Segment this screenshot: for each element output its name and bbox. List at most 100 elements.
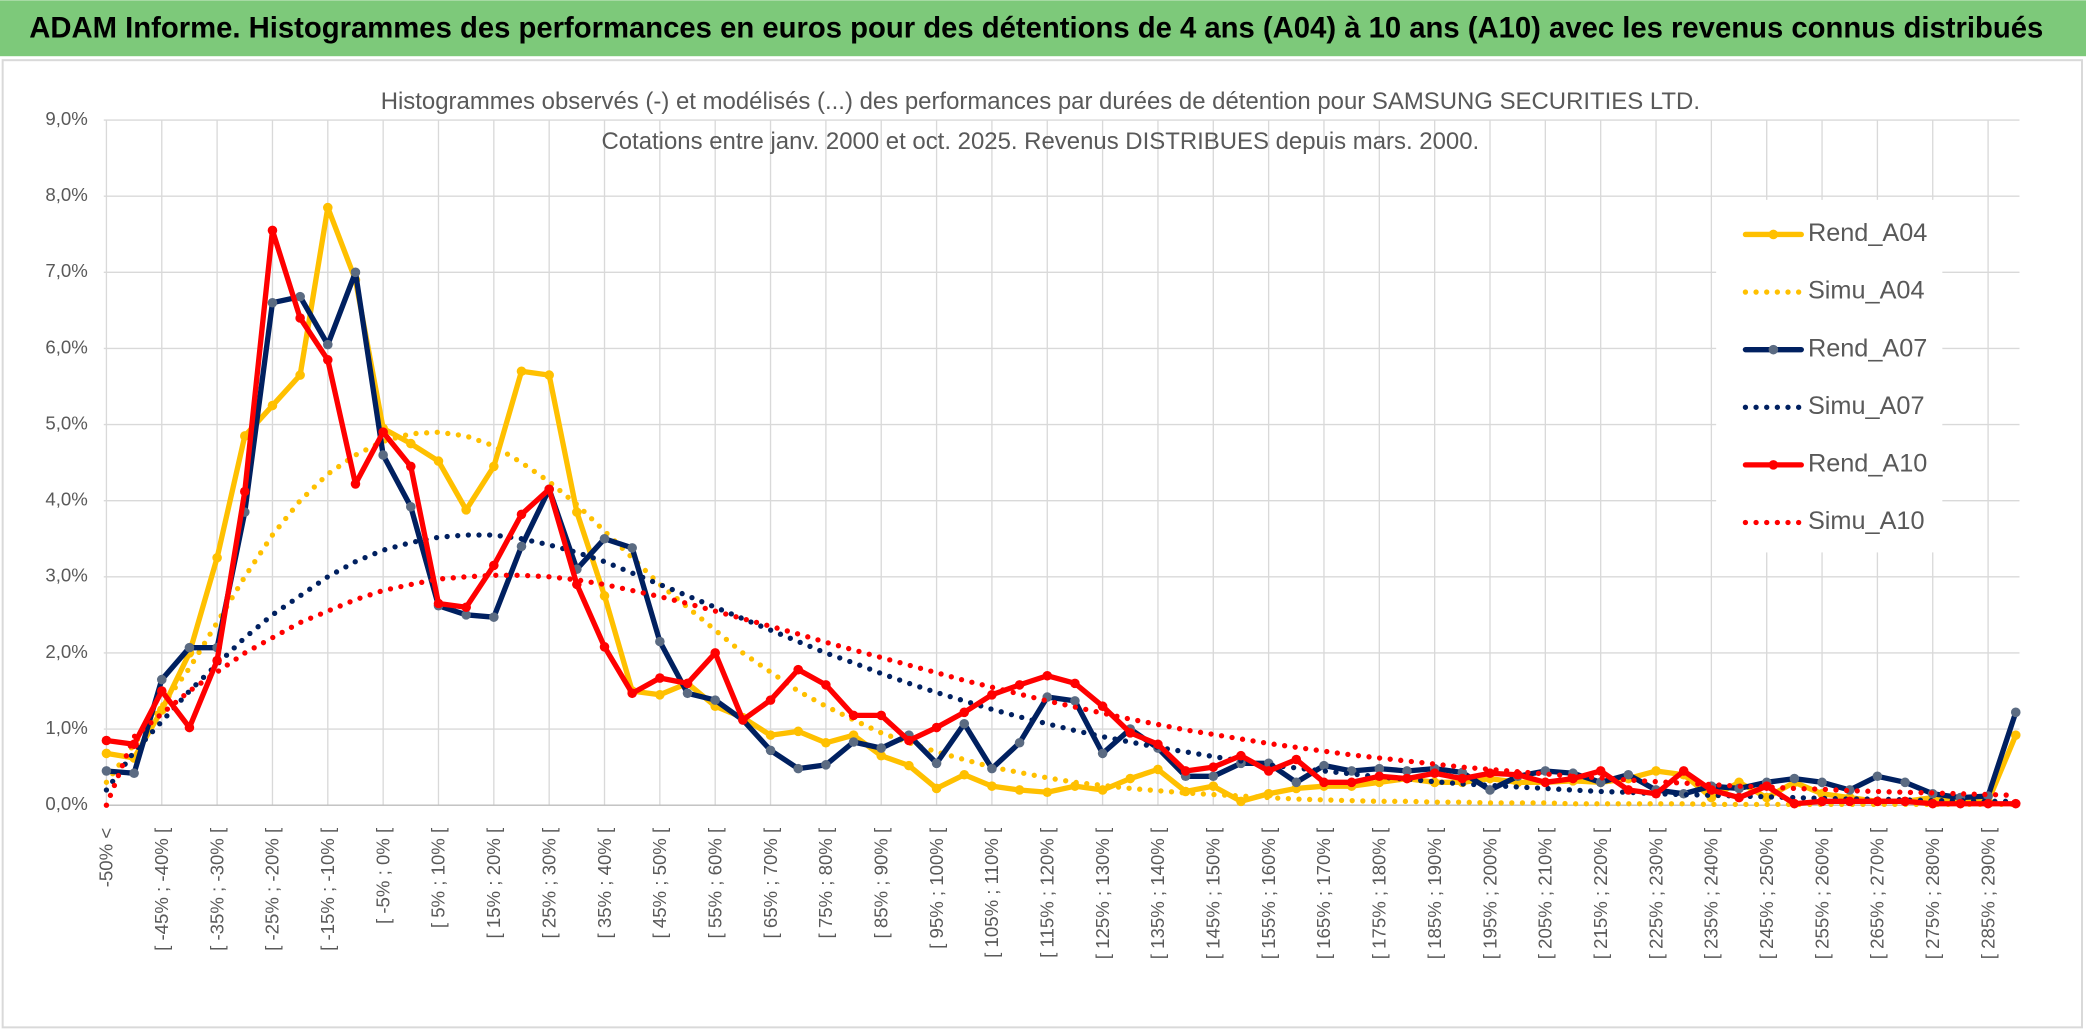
data-point [461, 505, 471, 515]
data-point [1761, 792, 1772, 803]
data-point [1734, 792, 1744, 803]
data-point [1623, 785, 1634, 795]
data-point [239, 486, 250, 497]
series-line [103, 227, 2019, 807]
y-tick-label: 6,0% [45, 336, 87, 357]
legend-box [1716, 199, 1943, 553]
data-point [184, 642, 195, 653]
x-tick-label: [ 45% ; 50% [ [649, 827, 670, 939]
y-tick-label: 1,0% [45, 717, 87, 738]
data-point [1900, 777, 1910, 788]
legend-label: Simu_A04 [1808, 277, 1925, 305]
data-point [1208, 762, 1219, 772]
x-tick-label: [ 65% ; 70% [ [760, 827, 781, 939]
data-point [2010, 730, 2021, 740]
x-tick-label: [ 135% ; 140% [ [1147, 827, 1168, 959]
data-point [1208, 771, 1219, 782]
data-point [655, 636, 665, 647]
data-point [544, 484, 554, 495]
legend-label: Simu_A07 [1808, 392, 1925, 420]
data-point [461, 610, 471, 620]
data-point [156, 686, 167, 696]
y-tick-label: 4,0% [45, 489, 87, 510]
data-point [1291, 754, 1302, 765]
x-tick-label: [ 255% ; 260% [ [1811, 827, 1832, 959]
x-tick-label: [ 175% ; 180% [ [1369, 827, 1390, 959]
data-point [655, 690, 665, 700]
data-point [765, 730, 776, 740]
data-point [1042, 670, 1053, 681]
data-point [1761, 781, 1772, 791]
data-point [710, 648, 720, 658]
data-point [1402, 766, 1412, 776]
series-line [103, 572, 2019, 808]
data-point [599, 533, 610, 544]
data-point [876, 750, 887, 761]
data-point [987, 781, 997, 791]
data-point [1236, 750, 1246, 761]
data-point [1678, 766, 1689, 776]
data-point [1651, 766, 1661, 776]
data-point [239, 431, 250, 441]
data-point [1374, 763, 1385, 774]
data-point [516, 366, 527, 377]
data-point [350, 267, 361, 278]
data-point [793, 763, 804, 774]
data-point [599, 591, 610, 601]
data-point [1485, 785, 1495, 795]
data-point [2010, 798, 2021, 809]
data-point [1374, 771, 1385, 782]
x-tick-label: [ 145% ; 150% [ [1203, 827, 1224, 959]
legend-label: Rend_A10 [1808, 450, 1927, 478]
data-point [544, 370, 554, 380]
data-point [156, 674, 167, 685]
data-point [1125, 773, 1136, 784]
x-tick-label: [ 185% ; 190% [ [1424, 827, 1445, 959]
data-point [1872, 796, 1883, 807]
y-tick-label: 9,0% [45, 108, 87, 129]
data-point [1125, 728, 1136, 738]
data-point [156, 705, 167, 715]
data-point [931, 758, 942, 769]
data-point [1983, 798, 1993, 809]
data-point [1540, 777, 1551, 788]
data-point [931, 722, 942, 733]
data-point [931, 783, 942, 794]
data-point [212, 655, 222, 666]
x-tick-label: [ 35% ; 40% [ [594, 827, 615, 939]
data-point [489, 461, 499, 472]
data-point [1623, 769, 1634, 780]
data-point [1789, 798, 1800, 809]
data-point [848, 710, 859, 721]
x-tick-label: [ 95% ; 100% [ [926, 827, 947, 949]
data-point [516, 541, 527, 552]
data-point [516, 509, 527, 520]
data-point [1844, 796, 1855, 807]
data-point [1153, 739, 1163, 750]
x-tick-label: [ 195% ; 200% [ [1479, 827, 1500, 959]
data-point [1263, 766, 1274, 776]
data-point [1042, 787, 1053, 798]
data-point [1236, 796, 1246, 807]
data-point [1319, 760, 1329, 771]
data-point [627, 543, 637, 553]
data-point [295, 313, 305, 323]
plot [101, 202, 2021, 809]
data-point [489, 560, 499, 571]
x-tick-label: [ 115% ; 120% [ [1037, 827, 1058, 958]
x-tick-label: [ 155% ; 160% [ [1258, 827, 1279, 959]
x-tick-label: [ 85% ; 90% [ [870, 827, 891, 939]
data-point [101, 735, 112, 746]
data-point [710, 695, 720, 705]
data-point [323, 355, 333, 365]
data-point [959, 707, 970, 718]
data-point [101, 748, 112, 759]
data-point [904, 760, 914, 771]
data-point [1291, 777, 1302, 788]
x-tick-label: [ 275% ; 280% [ [1922, 827, 1943, 959]
data-point [295, 291, 305, 302]
x-tick-label: [ 245% ; 250% [ [1756, 827, 1777, 959]
x-tick-label: [ 285% ; 290% [ [1977, 827, 1998, 959]
data-point [1014, 680, 1025, 690]
legend: Rend_A04 Simu_A04 Rend_A07 Simu_A07 Rend_A10… [1742, 219, 1927, 535]
